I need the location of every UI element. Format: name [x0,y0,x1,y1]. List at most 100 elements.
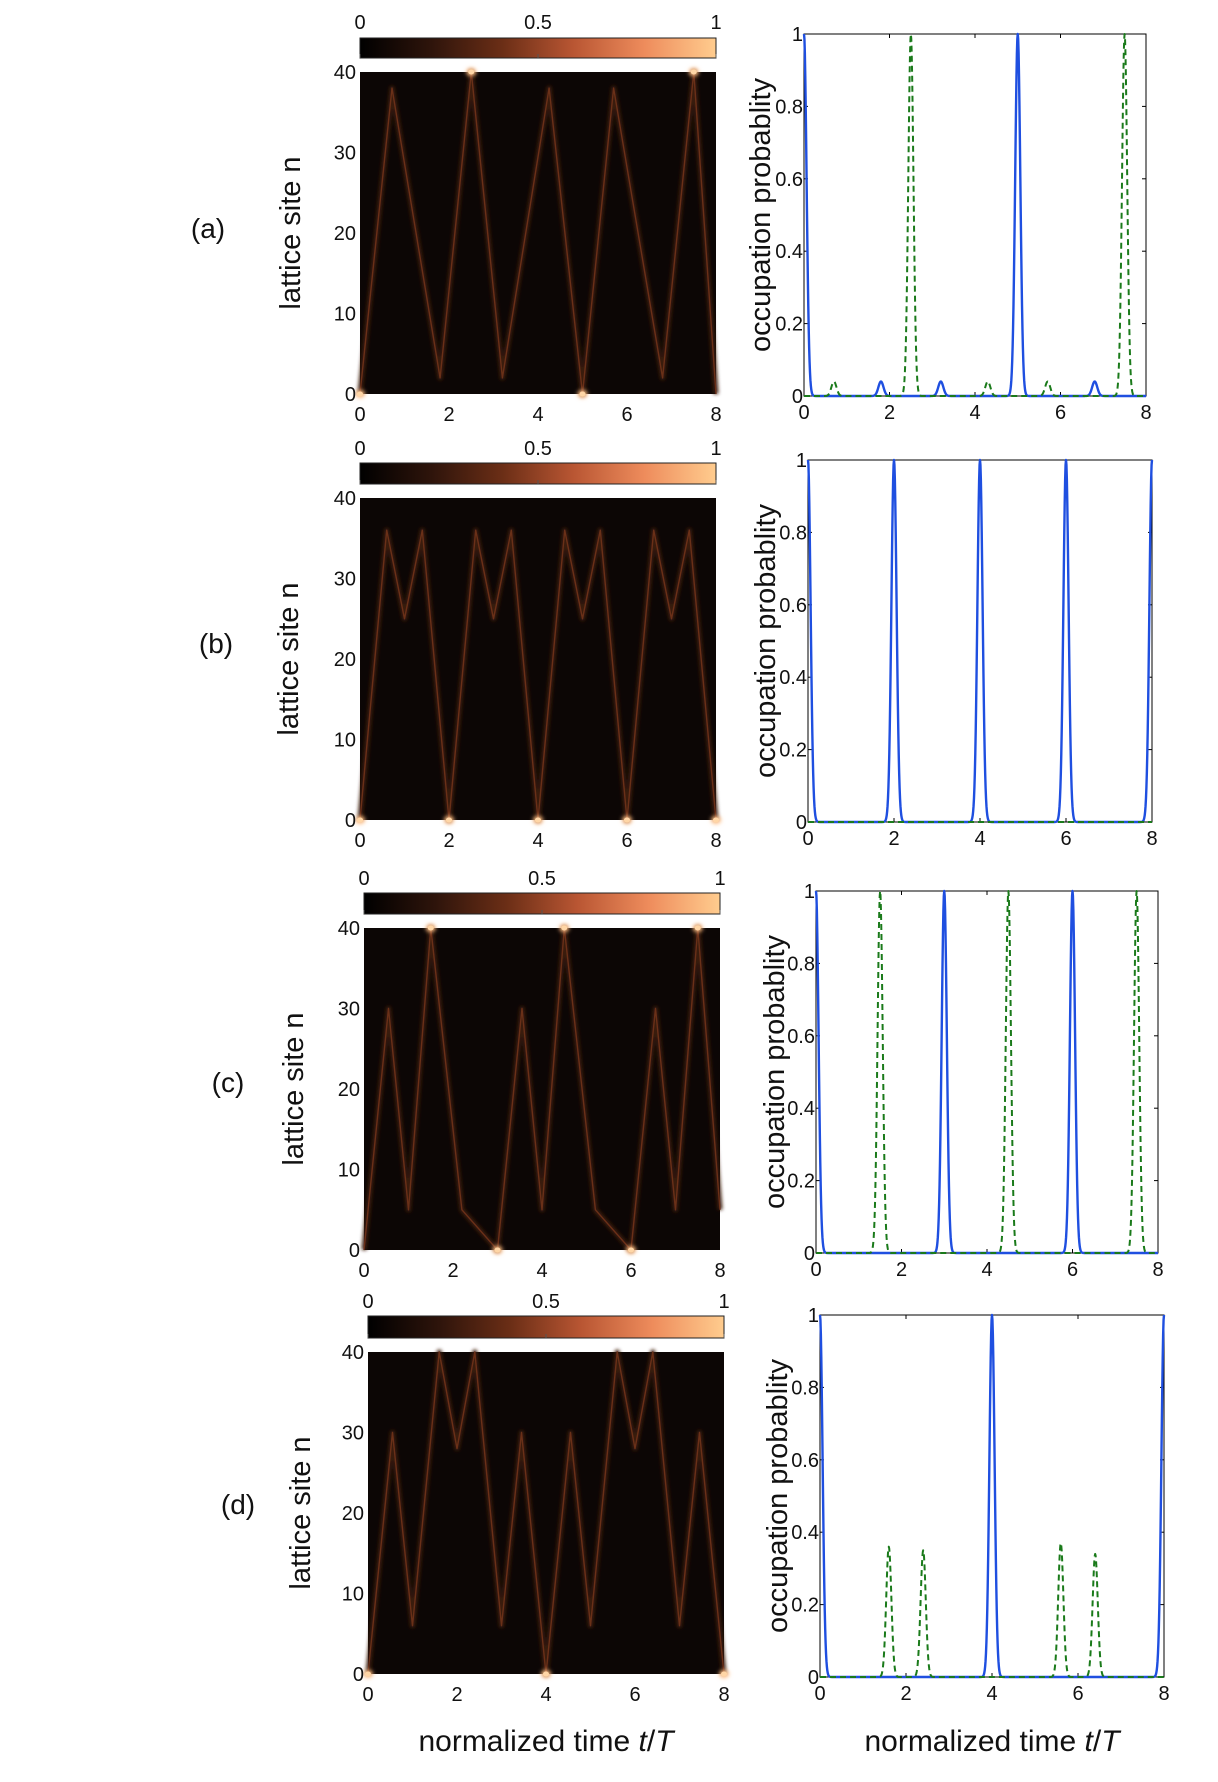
heatmap-y-axis-label: lattice site n [285,1436,317,1589]
heatmap-bright-spot-core [446,817,452,823]
heatmap-y-tick-label: 10 [338,1160,360,1182]
heatmap-y-tick-label: 0 [345,384,356,406]
heatmap-y-tick-label: 0 [349,1240,360,1262]
heatmap-x-tick-label: 4 [532,830,543,852]
panel-label: (c) [212,1067,245,1098]
x-tick-label: 8 [1140,402,1151,424]
colorbar-tick-label: 1 [718,1291,729,1313]
colorbar-tick-label: 1 [710,12,721,34]
heatmap-bright-spot-core [468,69,475,75]
heatmap-y-tick-label: 20 [338,1079,360,1101]
y-tick-label: 0.4 [791,1522,819,1544]
y-tick-label: 0.6 [787,1026,815,1048]
heatmap-y-tick-label: 20 [334,649,356,671]
colorbar-tick-label: 0 [354,12,365,34]
heatmap-y-tick-label: 30 [334,143,356,165]
x-tick-label: 0 [814,1683,825,1705]
y-tick-label: 0.8 [791,1377,819,1399]
x-tick-label: 0 [798,402,809,424]
heatmap-x-tick-label: 0 [362,1684,373,1706]
heatmap-x-tick-label: 6 [621,830,632,852]
heatmap-x-tick-label: 2 [451,1684,462,1706]
line-y-axis-label: occupation probablity [745,77,777,352]
y-tick-label: 0.8 [775,96,803,118]
panel-label: (b) [199,628,233,659]
line-y-axis-label: occupation probablity [750,503,782,778]
heatmap-bright-spot-core [628,1247,634,1253]
colorbar-tick-label: 0 [362,1291,373,1313]
x-tick-label: 8 [1146,828,1157,850]
heatmap-y-tick-label: 10 [334,304,356,326]
heatmap-trajectory [359,71,717,395]
x-tick-label: 8 [1158,1683,1169,1705]
heatmap-bright-spot-core [579,391,586,397]
y-tick-label: 0.8 [779,522,807,544]
heatmap-bright-spot-core [690,69,697,75]
x-tick-label: 2 [884,402,895,424]
heatmap-bright-spot-core [357,817,363,823]
x-tick-label: 2 [900,1683,911,1705]
heatmap-x-tick-label: 0 [358,1260,369,1282]
plot-frame [803,33,1147,397]
heatmap-bright-spot-core [494,1247,501,1253]
y-tick-label: 0.4 [787,1098,815,1120]
heatmap-x-tick-label: 8 [718,1684,729,1706]
heatmap-y-axis-label: lattice site n [278,1012,310,1165]
heatmap-bright-spot-core [357,391,363,397]
y-tick-label: 0.2 [775,314,803,336]
plot-frame [815,890,1159,1254]
heatmap-y-tick-label: 30 [338,999,360,1021]
heatmap-y-tick-label: 20 [342,1503,364,1525]
heatmap-x-tick-label: 4 [536,1260,547,1282]
x-tick-label: 0 [810,1259,821,1281]
heatmap-bright-spot-core [561,925,568,931]
heatmap-x-tick-label: 6 [621,404,632,426]
x-tick-label: 2 [888,828,899,850]
series-line-solid [814,889,1159,1255]
y-tick-label: 1 [796,450,807,472]
heatmap-bright-spot-core [694,925,701,931]
x-tick-label: 6 [1055,402,1066,424]
line-x-axis-label: normalized time t/T [864,1725,1122,1758]
x-tick-label: 0 [802,828,813,850]
series-line-dashed [815,890,1159,1254]
x-tick-label: 4 [981,1259,992,1281]
heatmap-y-tick-label: 30 [334,569,356,591]
y-tick-label: 0.2 [791,1595,819,1617]
heatmap-x-tick-label: 2 [443,830,454,852]
x-tick-label: 2 [896,1259,907,1281]
y-tick-label: 0.2 [779,740,807,762]
heatmap-x-tick-label: 4 [532,404,543,426]
y-tick-label: 0 [808,1667,819,1689]
line-y-axis-label: occupation probablity [759,934,791,1209]
heatmap-x-tick-label: 0 [354,830,365,852]
x-tick-label: 4 [974,828,985,850]
colorbar-tick-label: 0.5 [532,1291,560,1313]
y-tick-label: 0.2 [787,1171,815,1193]
x-tick-label: 6 [1060,828,1071,850]
x-tick-label: 4 [986,1683,997,1705]
y-tick-label: 0.8 [787,953,815,975]
y-tick-label: 0.4 [775,241,803,263]
heatmap-x-tick-label: 0 [354,404,365,426]
heatmap-x-tick-label: 6 [625,1260,636,1282]
y-tick-label: 0.6 [775,169,803,191]
colorbar-tick-label: 1 [714,868,725,890]
heatmap-y-tick-label: 0 [345,810,356,832]
heatmap-y-tick-label: 40 [334,488,356,510]
series-line-solid [806,458,1154,824]
heatmap-background [360,498,716,820]
heatmap-bright-spot-core [427,925,434,931]
y-tick-label: 1 [808,1305,819,1327]
panel-label: (a) [191,213,225,244]
plot-frame [807,459,1153,823]
colorbar-tick-label: 0 [354,438,365,460]
colorbar-tick-label: 0 [358,868,369,890]
heatmap-background [368,1352,724,1674]
heatmap-y-tick-label: 30 [342,1423,364,1445]
heatmap-x-tick-label: 4 [540,1684,551,1706]
heatmap-y-tick-label: 10 [342,1584,364,1606]
heatmap-x-tick-label: 2 [447,1260,458,1282]
